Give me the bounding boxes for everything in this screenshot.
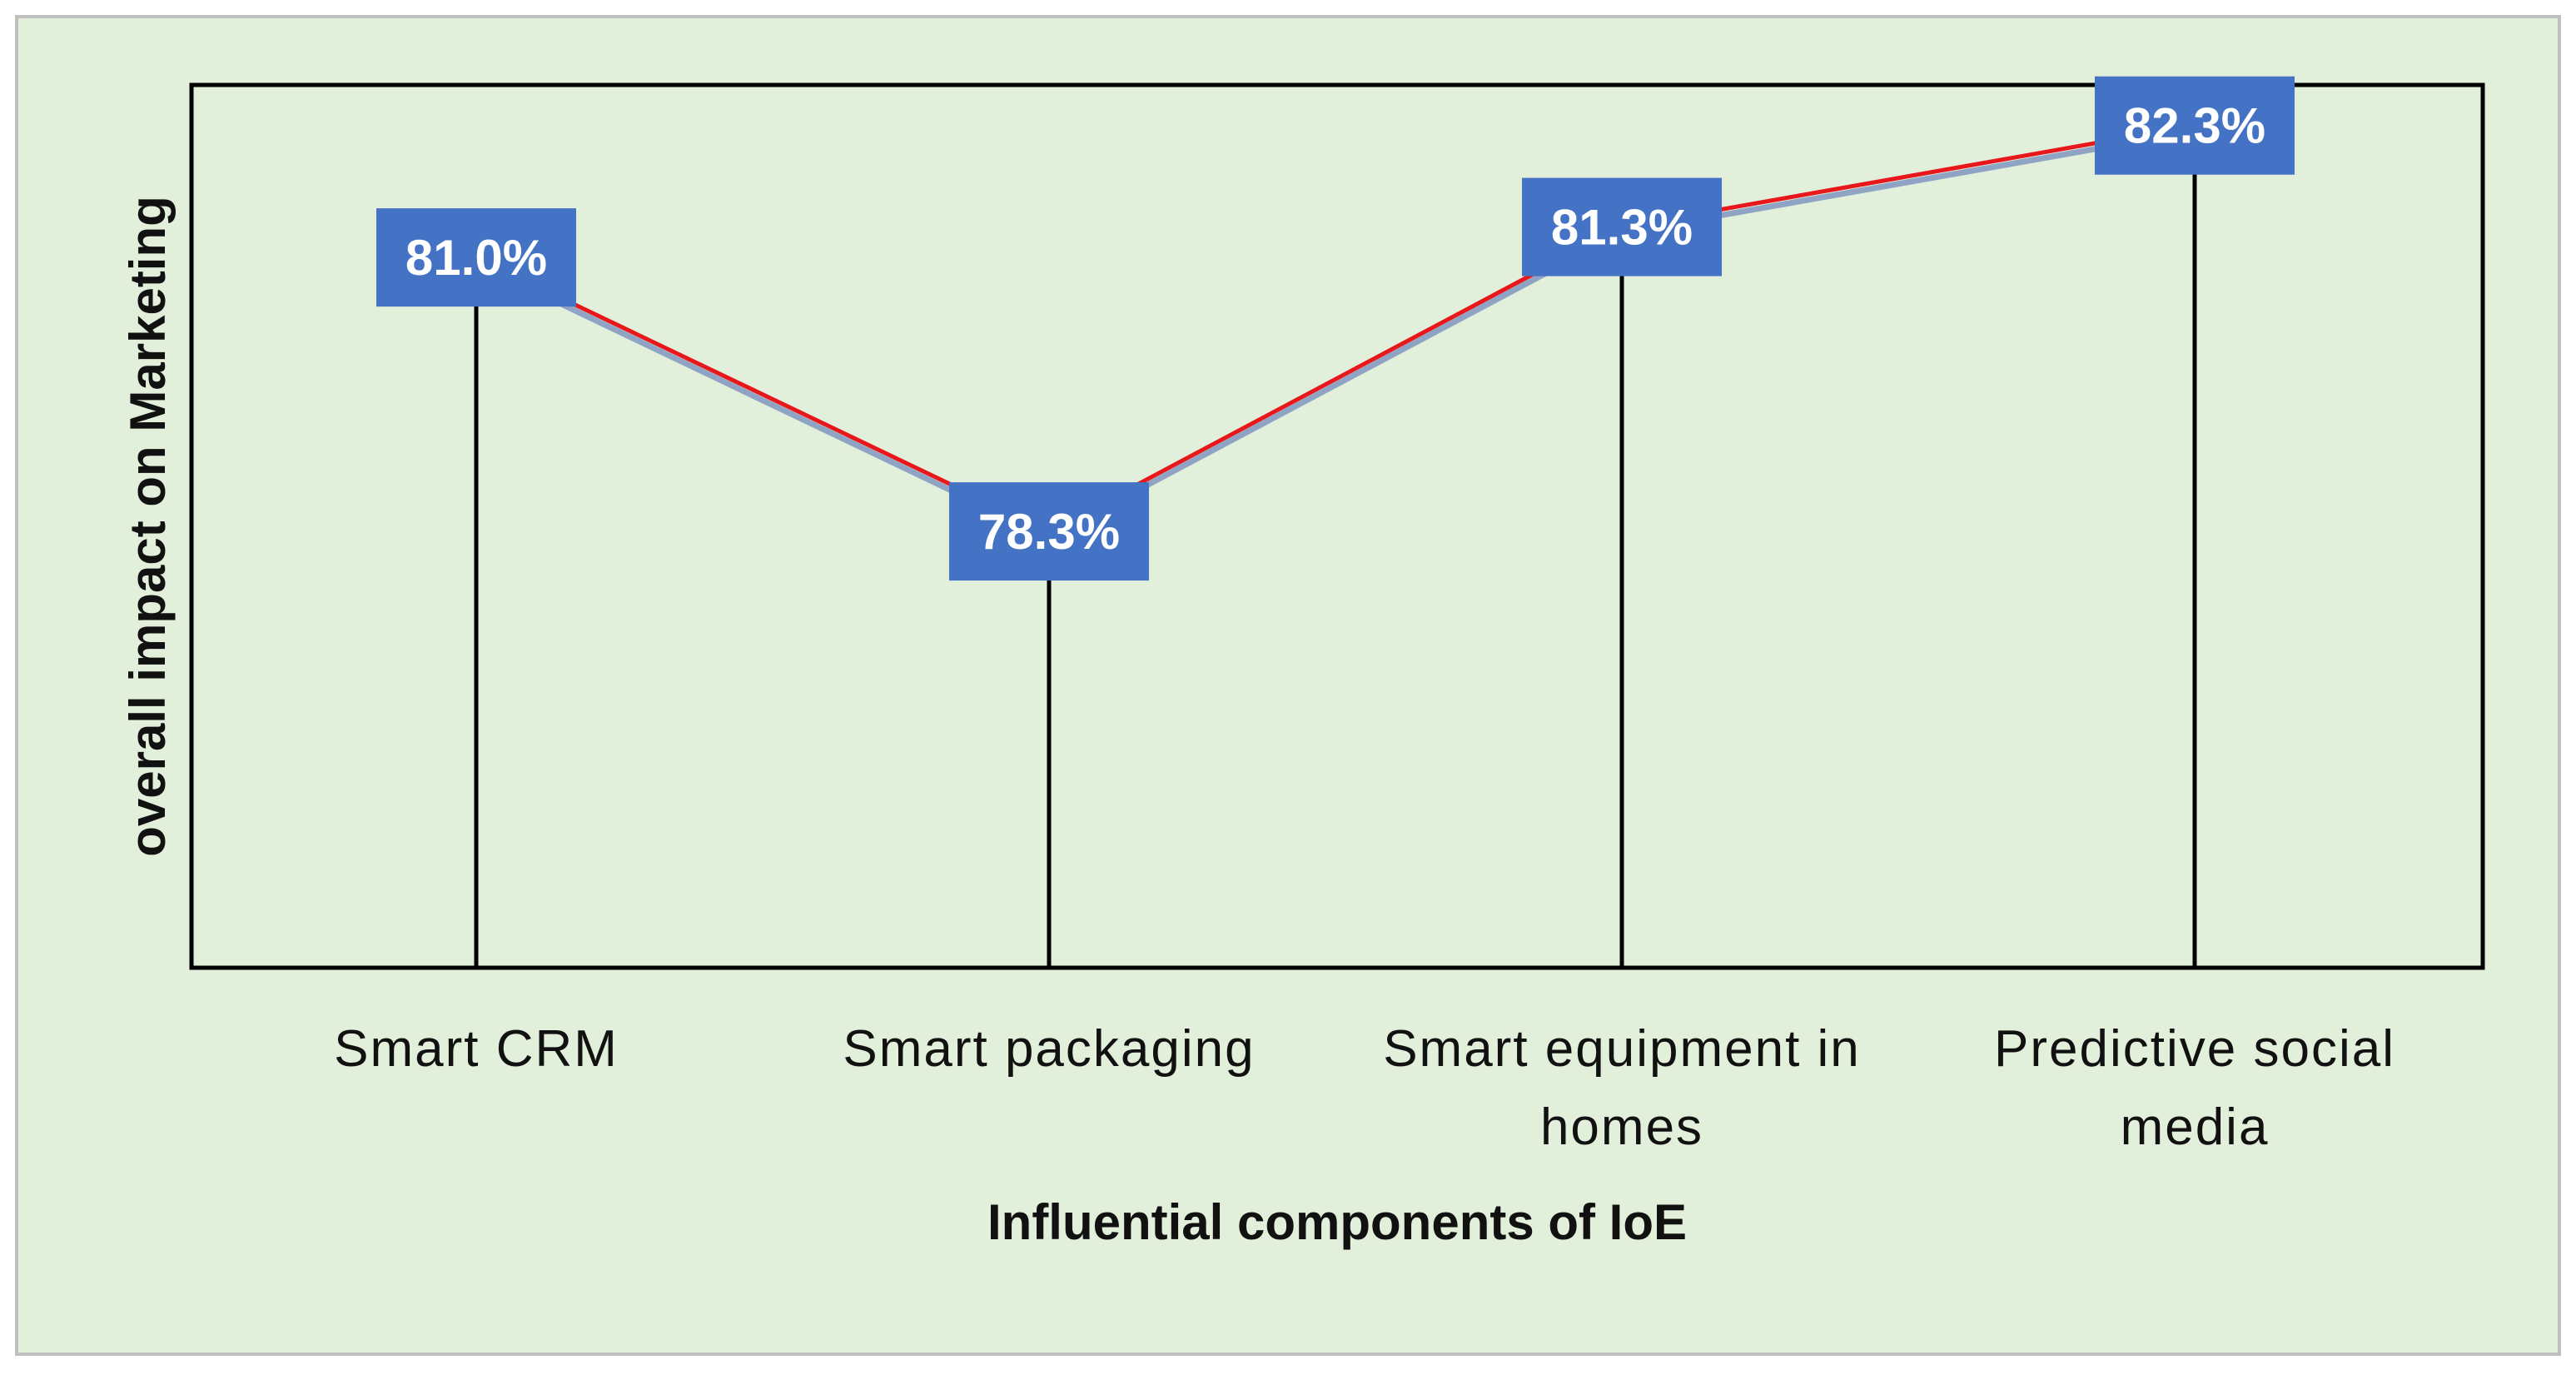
x-tick-label-line: media [2121,1099,2270,1156]
series-lines-group [475,123,2196,541]
data-label-2: 78.3% [949,482,1149,581]
data-label-box [949,482,1149,581]
data-label-1: 81.0% [376,208,576,307]
x-tick-label-line: Smart CRM [334,1020,619,1078]
data-label-box [376,208,576,307]
x-tick-label-2: Smart packaging [843,1020,1255,1078]
data-label-value: 81.3% [1551,200,1693,256]
x-axis-title: Influential components of IoE [987,1194,1687,1250]
x-tick-label-3: Smart equipment in homes [1383,1020,1861,1156]
data-label-4: 82.3% [2095,76,2295,175]
data-label-3: 81.3% [1522,177,1722,276]
x-tick-label-line: Predictive social [1994,1020,2395,1078]
data-label-value: 81.0% [405,230,547,286]
data-label-value: 78.3% [978,504,1120,560]
data-labels-group: 81.0% 78.3% 81.3% 82.3% [376,76,2295,581]
x-tick-label-line: Smart packaging [843,1020,1255,1078]
data-label-box [2095,76,2295,175]
data-label-value: 82.3% [2124,98,2265,154]
data-label-box [1522,177,1722,276]
series-line-shadow [475,128,2196,541]
x-tick-labels-group: Smart CRM Smart packaging Smart equipment … [334,1020,2395,1156]
x-tick-label-line: homes [1540,1099,1703,1156]
y-axis-title: overall impact on Marketing [120,196,176,857]
drop-lines-group [474,125,2197,968]
series-line [475,123,2196,534]
x-tick-label-4: Predictive social media [1994,1020,2395,1156]
x-tick-label-line: Smart equipment in [1383,1020,1861,1078]
plot-area-frame [189,82,2485,970]
x-tick-label-1: Smart CRM [334,1020,619,1078]
